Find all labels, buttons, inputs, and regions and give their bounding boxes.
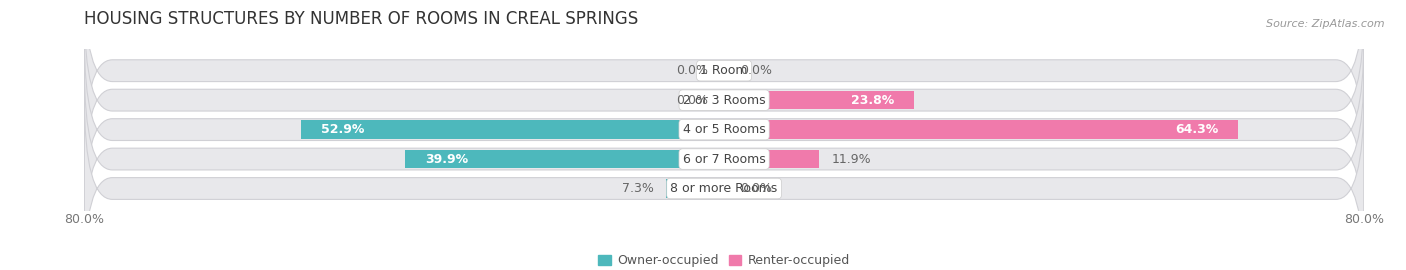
FancyBboxPatch shape (84, 38, 1364, 222)
Text: 64.3%: 64.3% (1175, 123, 1218, 136)
FancyBboxPatch shape (84, 67, 1364, 251)
Text: 4 or 5 Rooms: 4 or 5 Rooms (683, 123, 765, 136)
Text: 39.9%: 39.9% (425, 153, 468, 166)
Bar (405, 150, 724, 168)
Text: 2 or 3 Rooms: 2 or 3 Rooms (683, 94, 765, 107)
Bar (665, 179, 724, 198)
Text: 11.9%: 11.9% (831, 153, 870, 166)
Text: 8 or more Rooms: 8 or more Rooms (671, 182, 778, 195)
Text: Source: ZipAtlas.com: Source: ZipAtlas.com (1267, 19, 1385, 29)
Text: 52.9%: 52.9% (321, 123, 364, 136)
Bar (301, 120, 724, 139)
Text: 1 Room: 1 Room (700, 64, 748, 77)
Text: 23.8%: 23.8% (851, 94, 894, 107)
Text: 0.0%: 0.0% (676, 94, 709, 107)
Text: 0.0%: 0.0% (740, 182, 772, 195)
FancyBboxPatch shape (84, 96, 1364, 270)
FancyBboxPatch shape (84, 8, 1364, 192)
Bar (724, 150, 820, 168)
Bar (724, 120, 1239, 139)
Legend: Owner-occupied, Renter-occupied: Owner-occupied, Renter-occupied (593, 249, 855, 270)
Text: 0.0%: 0.0% (740, 64, 772, 77)
Text: 6 or 7 Rooms: 6 or 7 Rooms (683, 153, 765, 166)
FancyBboxPatch shape (84, 0, 1364, 163)
Text: 0.0%: 0.0% (676, 64, 709, 77)
Bar (724, 91, 914, 109)
Text: HOUSING STRUCTURES BY NUMBER OF ROOMS IN CREAL SPRINGS: HOUSING STRUCTURES BY NUMBER OF ROOMS IN… (84, 9, 638, 28)
Text: 7.3%: 7.3% (621, 182, 654, 195)
